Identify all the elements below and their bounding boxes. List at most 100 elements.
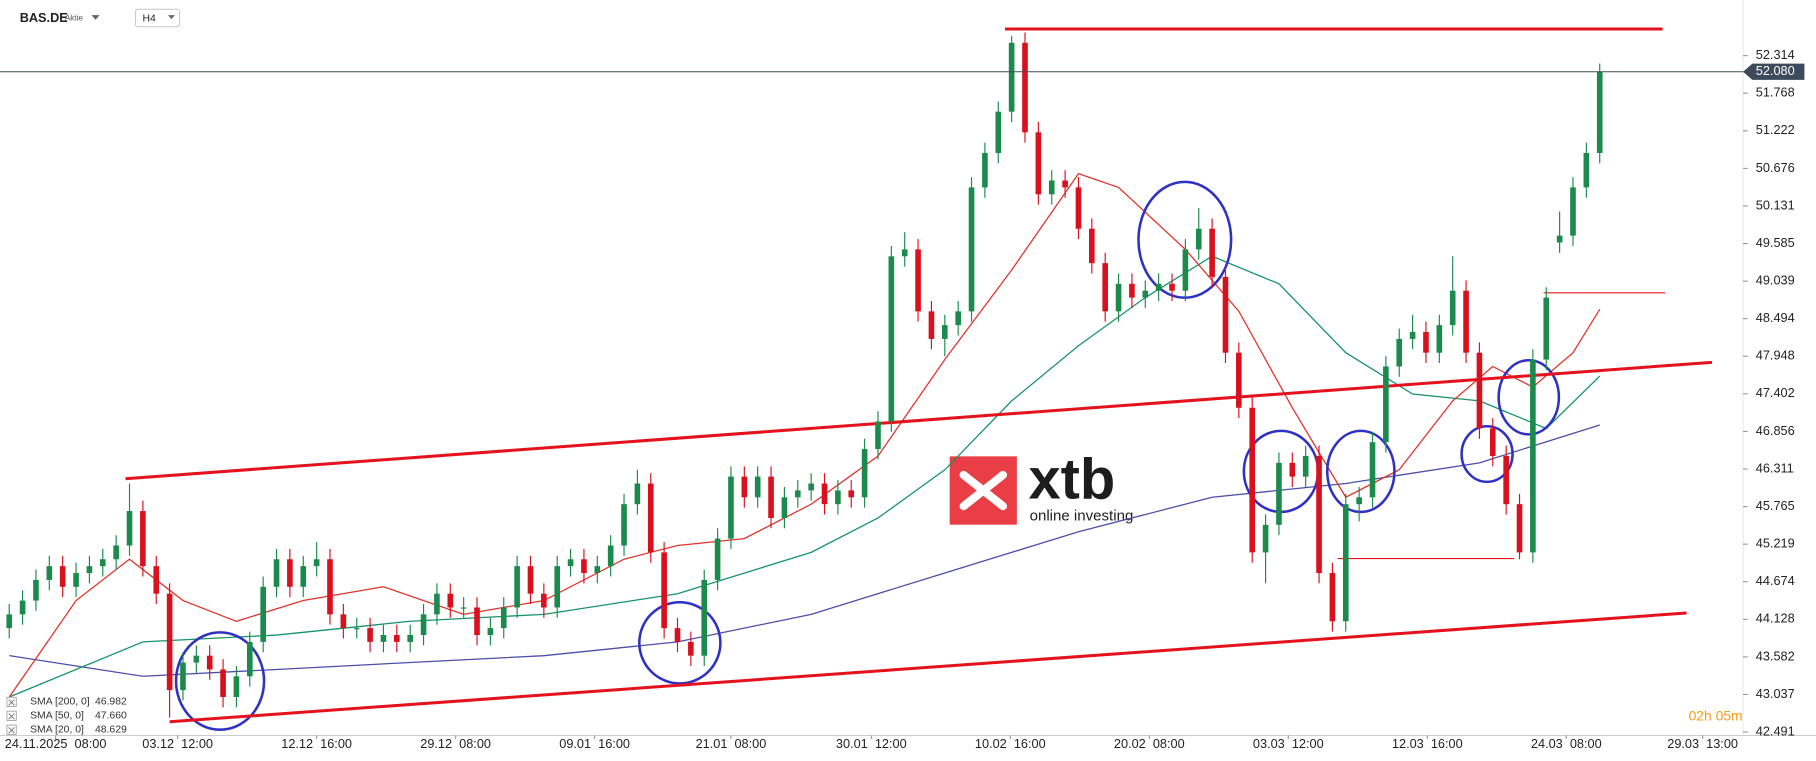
candle-body [367, 628, 373, 642]
candle-body [875, 421, 881, 450]
candle-body [661, 552, 667, 629]
candle-body [313, 559, 320, 567]
candle-body [1062, 180, 1068, 188]
candle-timer: 02h 05m [1689, 708, 1743, 724]
symbol[interactable]: BAS.DE [20, 10, 68, 25]
candle-body [166, 593, 173, 691]
candle-body [901, 249, 908, 257]
candle-body [527, 566, 534, 594]
candle-body [567, 559, 574, 567]
candle-body [193, 655, 200, 663]
candle-body [1195, 228, 1202, 250]
y-tick-label: 50.131 [1756, 197, 1795, 212]
candle-body [794, 490, 801, 498]
candle-body [407, 635, 413, 642]
candle-body [1409, 332, 1416, 339]
candle-body [1236, 352, 1242, 408]
candle-body [1356, 497, 1362, 505]
candle-body [1570, 187, 1576, 236]
last-price-tag [1743, 63, 1805, 80]
candle-body [754, 476, 761, 498]
candle-body [1008, 42, 1015, 112]
candle-body [1089, 228, 1095, 264]
instrument-kind: Aktie [65, 14, 83, 23]
x-tick-label: 03.03 12:00 [1253, 736, 1324, 751]
candle-body [1449, 290, 1456, 326]
moving-averages [8, 172, 1601, 698]
candle-body [1476, 352, 1483, 429]
candle-body [1329, 573, 1336, 622]
x-tick-label: 03.12 12:00 [142, 736, 213, 751]
candle-body [206, 655, 213, 670]
timeframe: H4 [142, 13, 156, 24]
x-tick-label: 29.03 13:00 [1667, 736, 1738, 751]
candle-body [353, 628, 360, 630]
candle-body [634, 483, 641, 505]
candle-body [968, 187, 975, 312]
symbol-dropdown[interactable] [91, 15, 100, 20]
timeframe-select[interactable] [134, 8, 181, 28]
legend-value: 48.629 [95, 724, 127, 735]
trendline [125, 360, 1713, 481]
candle-body [1022, 42, 1028, 133]
legend-value: 47.660 [95, 711, 127, 722]
circle [1497, 358, 1561, 436]
y-tick-label: 48.494 [1756, 310, 1795, 325]
candle-body [741, 476, 748, 498]
candle-body [1035, 132, 1042, 195]
x-tick-label: 24.11.2025 08:00 [5, 736, 107, 751]
candle-body [126, 511, 133, 546]
candle-body [1543, 297, 1550, 360]
circle [1460, 424, 1514, 484]
annotation-circles [174, 180, 1561, 731]
candle-body [487, 628, 494, 636]
candle-body [1182, 249, 1189, 291]
candle-body [233, 676, 240, 697]
candle-body [1289, 462, 1296, 477]
candle-body [581, 559, 587, 574]
y-tick-label: 51.768 [1756, 85, 1795, 100]
candle-body [1530, 359, 1536, 553]
candle-body [327, 559, 333, 615]
candle-body [821, 483, 828, 505]
candle-body [180, 662, 186, 691]
candle-body [1369, 442, 1376, 498]
candle-body [246, 641, 253, 677]
candle-body [621, 504, 627, 546]
candle-body [541, 593, 547, 608]
candle-body [835, 490, 841, 505]
candle-body [647, 483, 654, 553]
legend-icon-mark [8, 727, 15, 734]
logo-mark [959, 470, 1008, 511]
x-tick-label: 29.12 08:00 [420, 736, 491, 751]
candle-body [474, 607, 480, 636]
last-price-label: 52.080 [1756, 63, 1795, 78]
legend-value: 46.982 [95, 697, 127, 708]
y-tick-label: 42.491 [1756, 723, 1795, 738]
candle-body [1516, 504, 1523, 553]
candle-body [1583, 152, 1590, 188]
candle-body [1075, 187, 1082, 229]
candle-body [1222, 276, 1229, 353]
candle-body [460, 607, 467, 609]
candle-body [420, 614, 427, 636]
candle-body [500, 607, 507, 629]
candle-body [674, 628, 681, 642]
sma-line [8, 172, 1601, 698]
y-tick-label: 45.765 [1756, 498, 1795, 513]
candle-body [394, 635, 400, 642]
candle-body [514, 566, 520, 608]
candle-body [1463, 290, 1469, 353]
candle-body [1262, 524, 1269, 553]
candle-body [140, 511, 146, 567]
candle-body [260, 586, 266, 642]
candle-body [99, 559, 106, 567]
x-tick-label: 20.02 08:00 [1114, 736, 1185, 751]
candle-body [447, 593, 454, 608]
candle-body [1209, 228, 1215, 277]
candle-body [861, 449, 868, 498]
candle-body [1489, 428, 1496, 456]
candle-body [1249, 407, 1256, 553]
